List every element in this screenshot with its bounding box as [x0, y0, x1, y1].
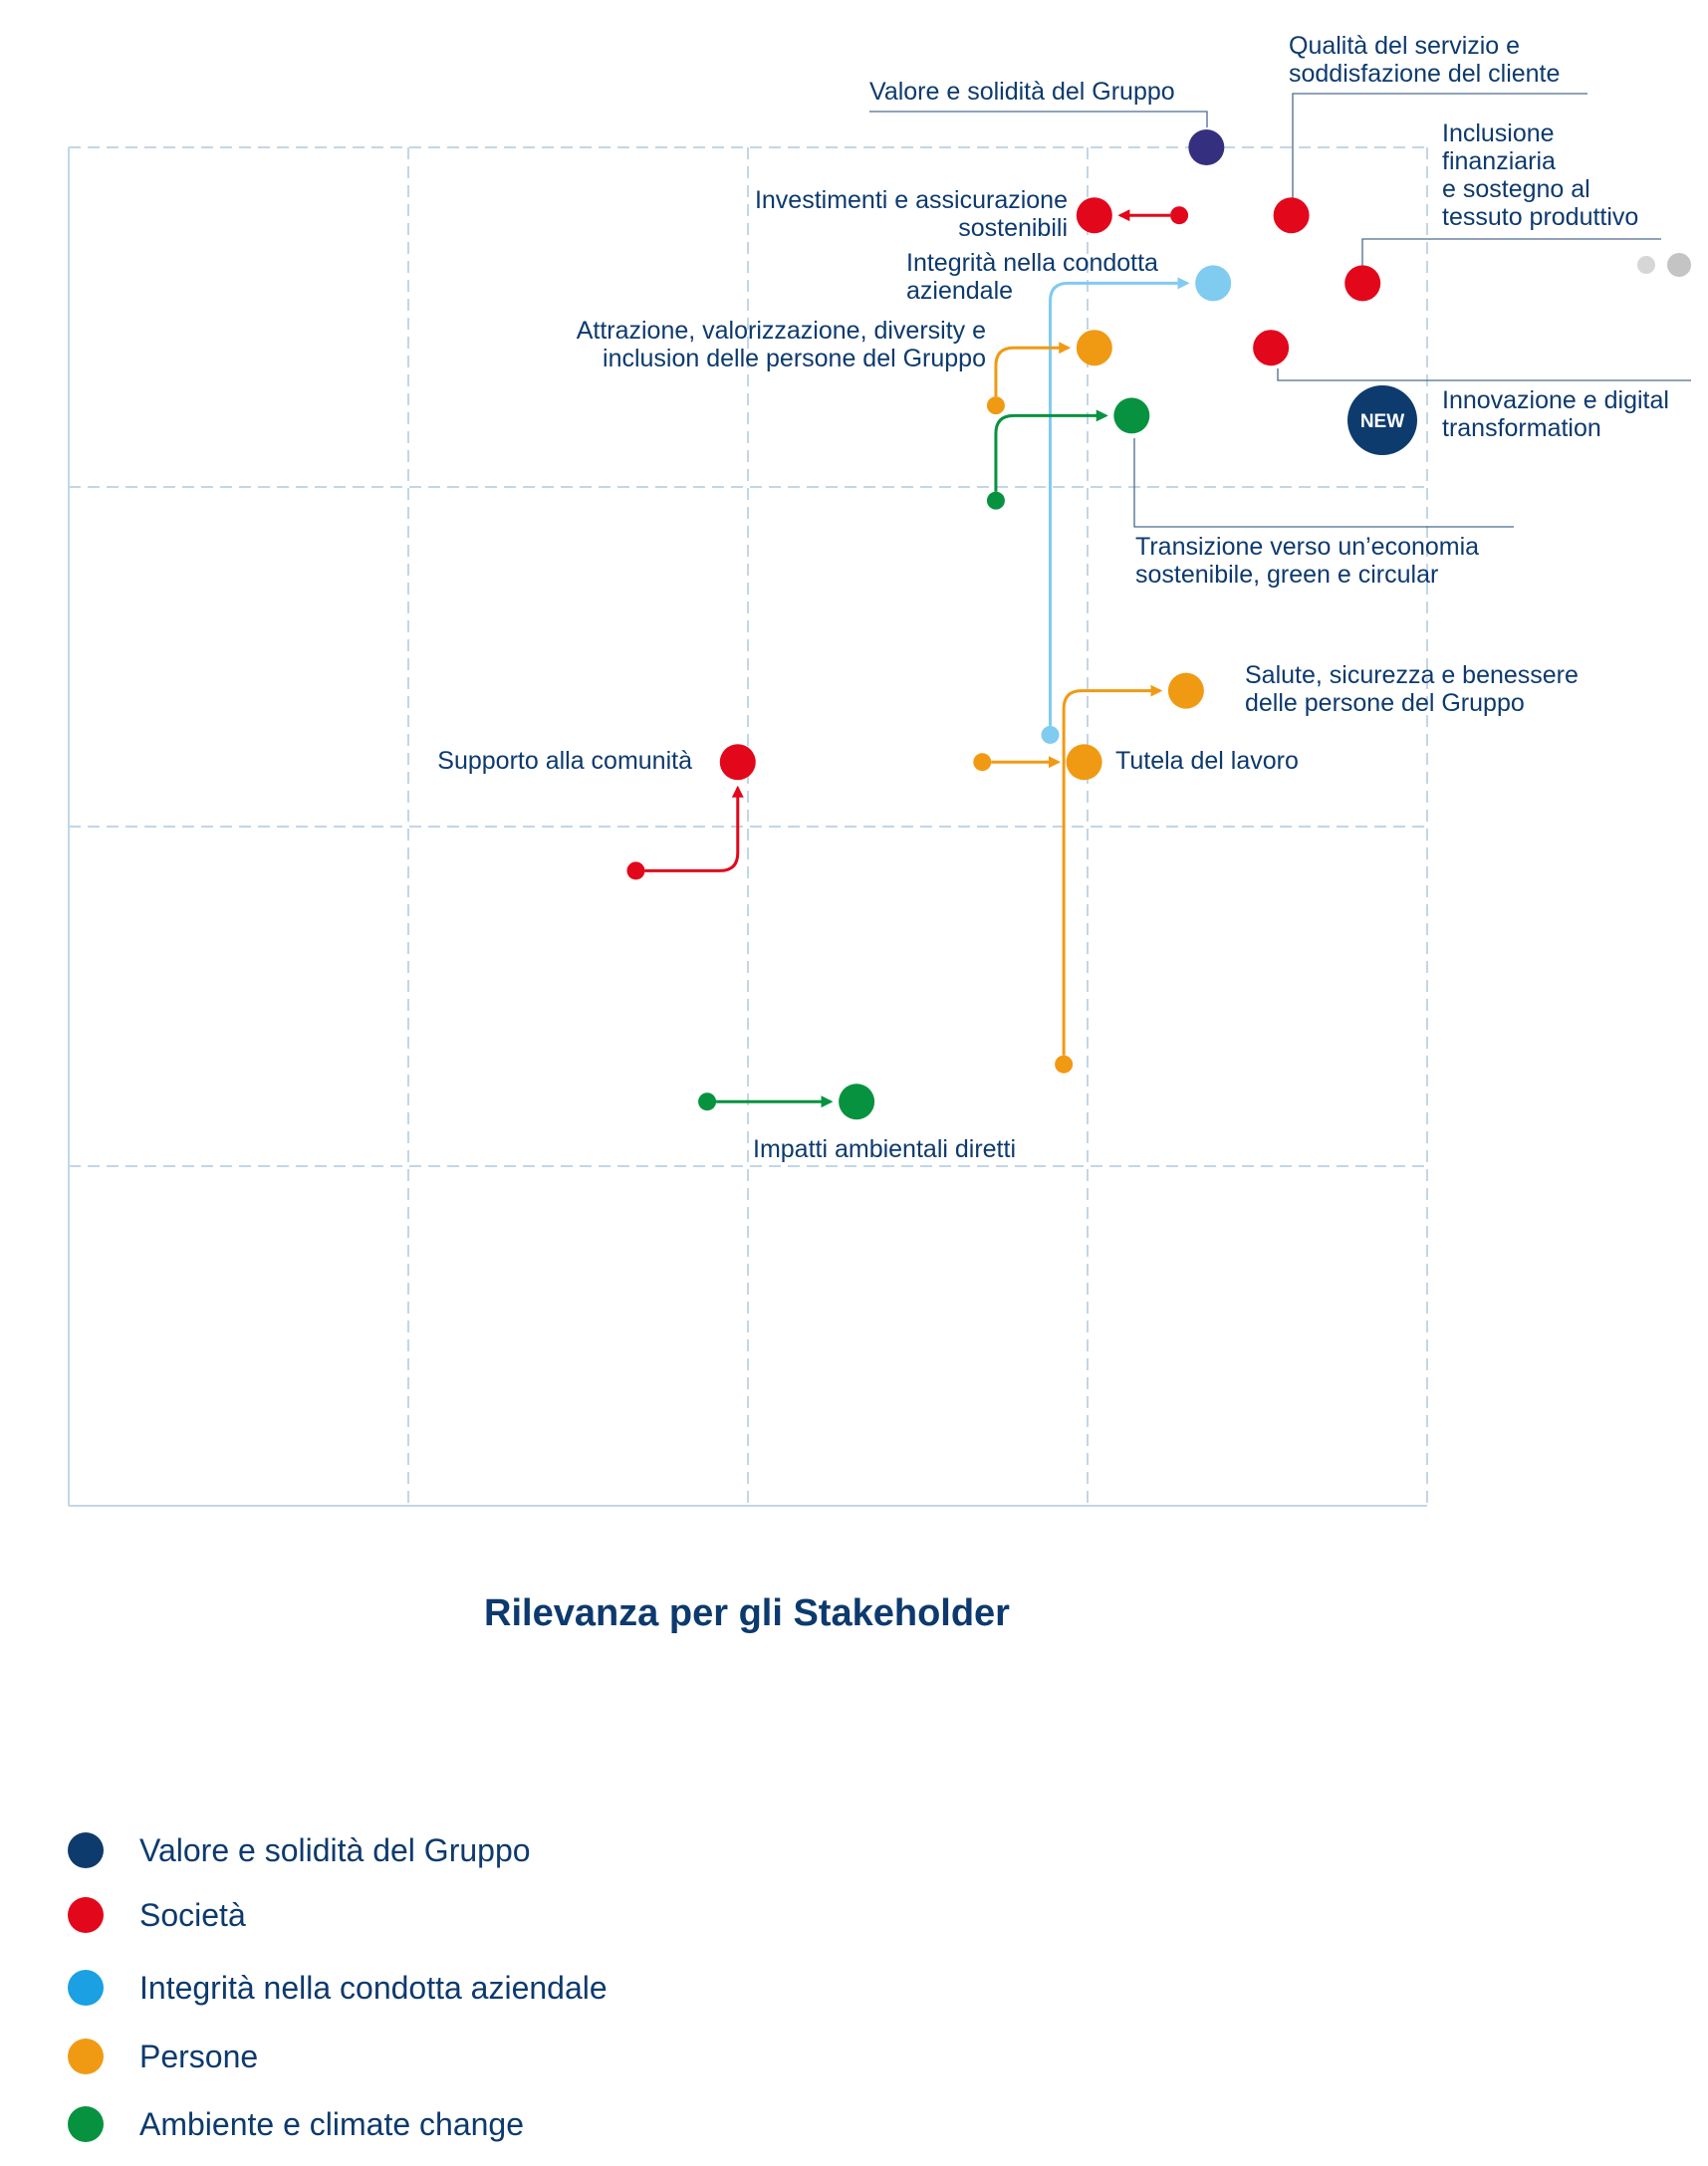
topic-marker-inclusione [1344, 265, 1381, 302]
previous-marker-salute [1055, 1055, 1074, 1074]
legend-label-societa: Società [139, 1897, 246, 1933]
topic-label-investimenti: Investimenti e assicurazione sostenibili [755, 186, 1068, 242]
leader-line-transizione [1133, 438, 1514, 528]
topic-marker-investimenti [1076, 197, 1112, 234]
previous-marker-integrita [1041, 725, 1060, 744]
topic-label-line: Attrazione, valorizzazione, diversity e [577, 317, 986, 345]
topic-label-line: Transizione verso un’economia [1135, 533, 1479, 561]
topic-label-line: inclusion delle persone del Gruppo [603, 345, 986, 372]
trend-arrow-integrita [1048, 277, 1190, 726]
legend-label-valore: Valore e solidità del Gruppo [139, 1832, 531, 1868]
topic-marker-impatti [839, 1083, 875, 1120]
legend-marker-ambiente [68, 2106, 104, 2142]
topic-label-line: tessuto produttivo [1442, 203, 1638, 231]
topic-label-line: Tutela del lavoro [1115, 747, 1299, 775]
topic-label-supporto: Supporto alla comunità [437, 747, 692, 775]
leader-line-innovazione [1277, 368, 1691, 381]
topic-label-qualita-servizio: Qualità del servizio e soddisfazione del … [1289, 32, 1560, 88]
previous-marker-supporto [626, 861, 645, 880]
new-badge-label: NEW [1360, 411, 1404, 432]
topic-marker-tutela [1066, 744, 1102, 781]
legend-label-integrita: Integrità nella condotta aziendale [139, 1970, 608, 2006]
topic-label-line: Innovazione e digital [1442, 386, 1669, 414]
topic-label-line: Valore e solidità del Gruppo [869, 78, 1175, 106]
topic-label-impatti: Impatti ambientali diretti [753, 1135, 1016, 1163]
topic-label-line: delle persone del Gruppo [1245, 689, 1525, 717]
topic-label-line: sostenibile, green e circular [1135, 561, 1438, 589]
previous-marker-transizione [986, 491, 1005, 510]
legend-label-persone: Persone [139, 2039, 258, 2074]
legend-marker-persone [68, 2039, 104, 2074]
topic-marker-integrita [1195, 265, 1232, 302]
topic-label-line: Integrità nella condotta [906, 249, 1158, 277]
trend-arrow-attrazione [994, 342, 1072, 397]
scale-legend-current-marker [1667, 253, 1691, 277]
previous-marker-tutela [973, 753, 992, 772]
topic-marker-qualita-servizio [1273, 197, 1310, 234]
previous-marker-investimenti [1170, 206, 1189, 225]
topic-label-line: Impatti ambientali diretti [753, 1135, 1016, 1163]
topic-label-line: finanziaria [1442, 147, 1556, 175]
topic-label-tutela: Tutela del lavoro [1115, 747, 1299, 775]
topic-label-integrita: Integrità nella condotta aziendale [906, 249, 1158, 305]
trend-arrow-transizione [994, 409, 1108, 492]
topic-label-inclusione: Inclusione finanziaria e sostegno al tessut… [1442, 120, 1638, 231]
topic-label-innovazione: Innovazione e digital transformation [1442, 386, 1669, 442]
topic-label-line: Qualità del servizio e [1289, 32, 1520, 60]
leader-line-qualita-servizio [1292, 93, 1587, 199]
legend-label-ambiente: Ambiente e climate change [139, 2106, 524, 2142]
topic-label-transizione: Transizione verso un’economia sostenibile… [1135, 533, 1479, 589]
previous-marker-impatti [698, 1092, 717, 1111]
topic-label-line: Investimenti e assicurazione [755, 186, 1068, 214]
topic-label-line: Salute, sicurezza e benessere [1245, 661, 1579, 689]
topic-label-line: Inclusione [1442, 120, 1555, 147]
topic-label-line: aziendale [906, 277, 1013, 305]
legend-marker-integrita [68, 1970, 104, 2006]
topic-marker-supporto [719, 744, 756, 781]
topic-label-salute: Salute, sicurezza e benessere delle perso… [1245, 661, 1579, 717]
topic-label-line: soddisfazione del cliente [1289, 60, 1560, 88]
topic-label-line: sostenibili [958, 214, 1068, 242]
topic-marker-attrazione [1076, 330, 1112, 366]
trend-arrow-supporto [644, 785, 744, 872]
topic-marker-innovazione [1253, 330, 1290, 366]
legend-marker-societa [68, 1897, 104, 1933]
legend-marker-valore [68, 1832, 104, 1868]
topic-label-valore-solidita: Valore e solidità del Gruppo [869, 78, 1175, 106]
trend-arrow-salute [1062, 684, 1163, 1056]
topic-marker-transizione [1113, 397, 1150, 434]
x-axis-label: Rilevanza per gli Stakeholder [484, 1592, 1010, 1634]
topic-label-line: Supporto alla comunità [437, 747, 692, 775]
leader-line-valore-solidita [869, 111, 1208, 127]
topic-label-line: transformation [1442, 414, 1601, 442]
leader-line-inclusione [1361, 238, 1661, 269]
topic-marker-valore-solidita [1188, 129, 1225, 165]
new-badge [1347, 385, 1417, 455]
previous-marker-attrazione [986, 396, 1005, 415]
topic-marker-salute [1167, 672, 1204, 709]
topic-label-line: e sostegno al [1442, 175, 1590, 203]
scale-legend-previous-marker [1637, 256, 1655, 274]
